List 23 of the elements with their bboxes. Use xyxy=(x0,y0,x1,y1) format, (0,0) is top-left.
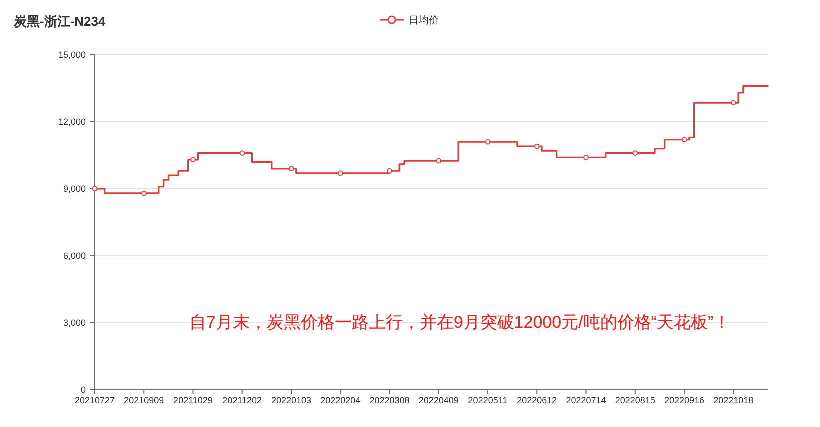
y-tick-label: 6,000 xyxy=(63,250,86,261)
x-tick-label: 20220714 xyxy=(566,395,606,406)
x-tick-label: 20220815 xyxy=(615,395,656,406)
y-tick-label: 9,000 xyxy=(63,184,86,194)
y-tick-label: 15,000 xyxy=(58,50,86,60)
x-tick-label: 20220308 xyxy=(370,395,410,406)
x-tick-label: 20220103 xyxy=(271,395,312,406)
x-tick-label: 20211202 xyxy=(222,395,262,406)
chart-title: 炭黑-浙江-N234 xyxy=(13,14,107,29)
legend-label: 日均价 xyxy=(409,14,439,26)
y-tick-label: 0 xyxy=(80,384,86,395)
x-tick-label: 20220511 xyxy=(468,395,508,406)
x-tick-label: 20211029 xyxy=(174,395,213,406)
x-tick-label: 20220612 xyxy=(517,395,558,406)
x-tick-label: 20210727 xyxy=(74,395,116,406)
y-tick-label: 3,000 xyxy=(63,318,86,328)
x-tick-label: 20221018 xyxy=(714,395,754,406)
x-tick-label: 20210909 xyxy=(124,395,164,406)
y-tick-label: 12,000 xyxy=(58,116,86,127)
annotation: 自7月末，炭黑价格一路上行，并在9月突破12000元/吨的价格“天花板”！ xyxy=(189,313,731,332)
x-tick-label: 20220409 xyxy=(418,395,459,406)
x-tick-label: 20220204 xyxy=(320,395,361,406)
x-tick-label: 20220916 xyxy=(664,395,705,406)
